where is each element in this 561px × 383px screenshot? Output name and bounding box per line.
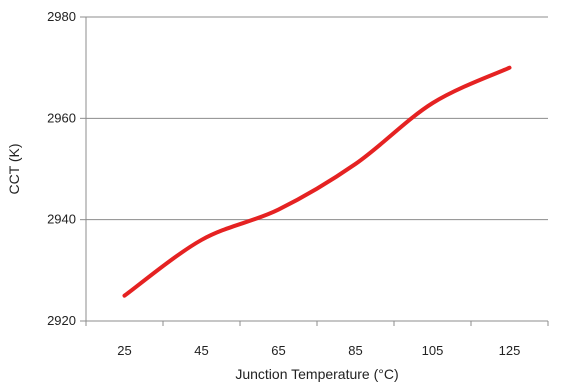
- x-tick-label: 25: [117, 343, 131, 358]
- x-tick-label: 65: [271, 343, 285, 358]
- series-layer: [122, 65, 512, 298]
- x-tick-label: 105: [422, 343, 444, 358]
- y-tick-label: 2960: [47, 110, 76, 125]
- y-axis-title: CCT (K): [6, 143, 22, 194]
- x-tick-label: 45: [194, 343, 208, 358]
- x-axis-title: Junction Temperature (°C): [235, 366, 398, 382]
- y-tick-label: 2980: [47, 9, 76, 24]
- series-line: [122, 65, 512, 298]
- y-tick-label: 2940: [47, 212, 76, 227]
- label-layer: 2920 2940 2960 2980 25 45 65 85 105 125: [47, 9, 520, 358]
- grid-layer: [86, 16, 548, 322]
- axis-layer: [80, 16, 549, 326]
- x-tick-label: 85: [348, 343, 362, 358]
- y-tick-label: 2920: [47, 313, 76, 328]
- x-tick-label: 125: [499, 343, 521, 358]
